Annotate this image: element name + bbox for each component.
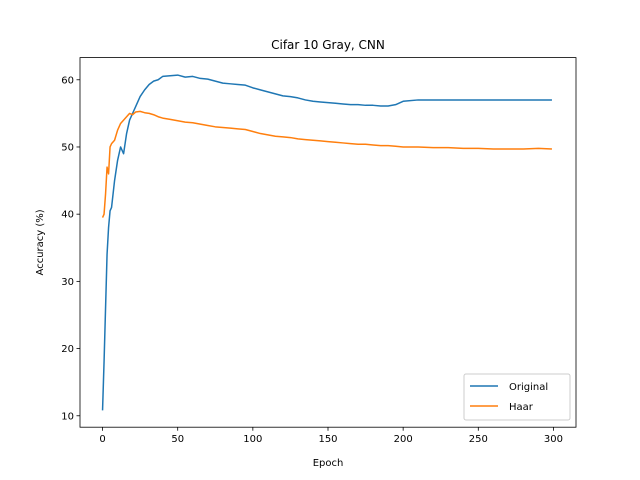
x-tick-label: 50 [171,434,184,445]
series-line-haar [101,110,552,218]
y-tick-label: 50 [61,142,74,153]
x-tick-label: 100 [243,434,262,445]
legend-label-original: Original [509,382,548,393]
y-tick-label: 60 [61,75,74,86]
x-axis-ticks: 0 50 100 150 200 250 300 [99,427,563,445]
y-tick-label: 40 [61,210,74,221]
series-line-original [101,74,552,411]
legend-label-haar: Haar [509,402,534,413]
plot-layer [101,74,552,411]
x-tick-label: 200 [394,434,413,445]
y-axis-label: Accuracy (%) [35,209,46,275]
legend-box [463,373,571,421]
chart-title: Cifar 10 Gray, CNN [271,38,385,52]
y-tick-label: 10 [61,411,74,422]
x-tick-label: 300 [544,434,563,445]
x-tick-label: 250 [469,434,488,445]
y-tick-label: 20 [61,344,74,355]
legend: Original Haar [463,373,571,421]
x-tick-label: 0 [99,434,105,445]
y-axis-ticks: 10 20 30 40 50 60 [61,75,80,422]
x-tick-label: 150 [318,434,337,445]
x-axis-label: Epoch [313,458,344,469]
y-tick-label: 30 [61,277,74,288]
